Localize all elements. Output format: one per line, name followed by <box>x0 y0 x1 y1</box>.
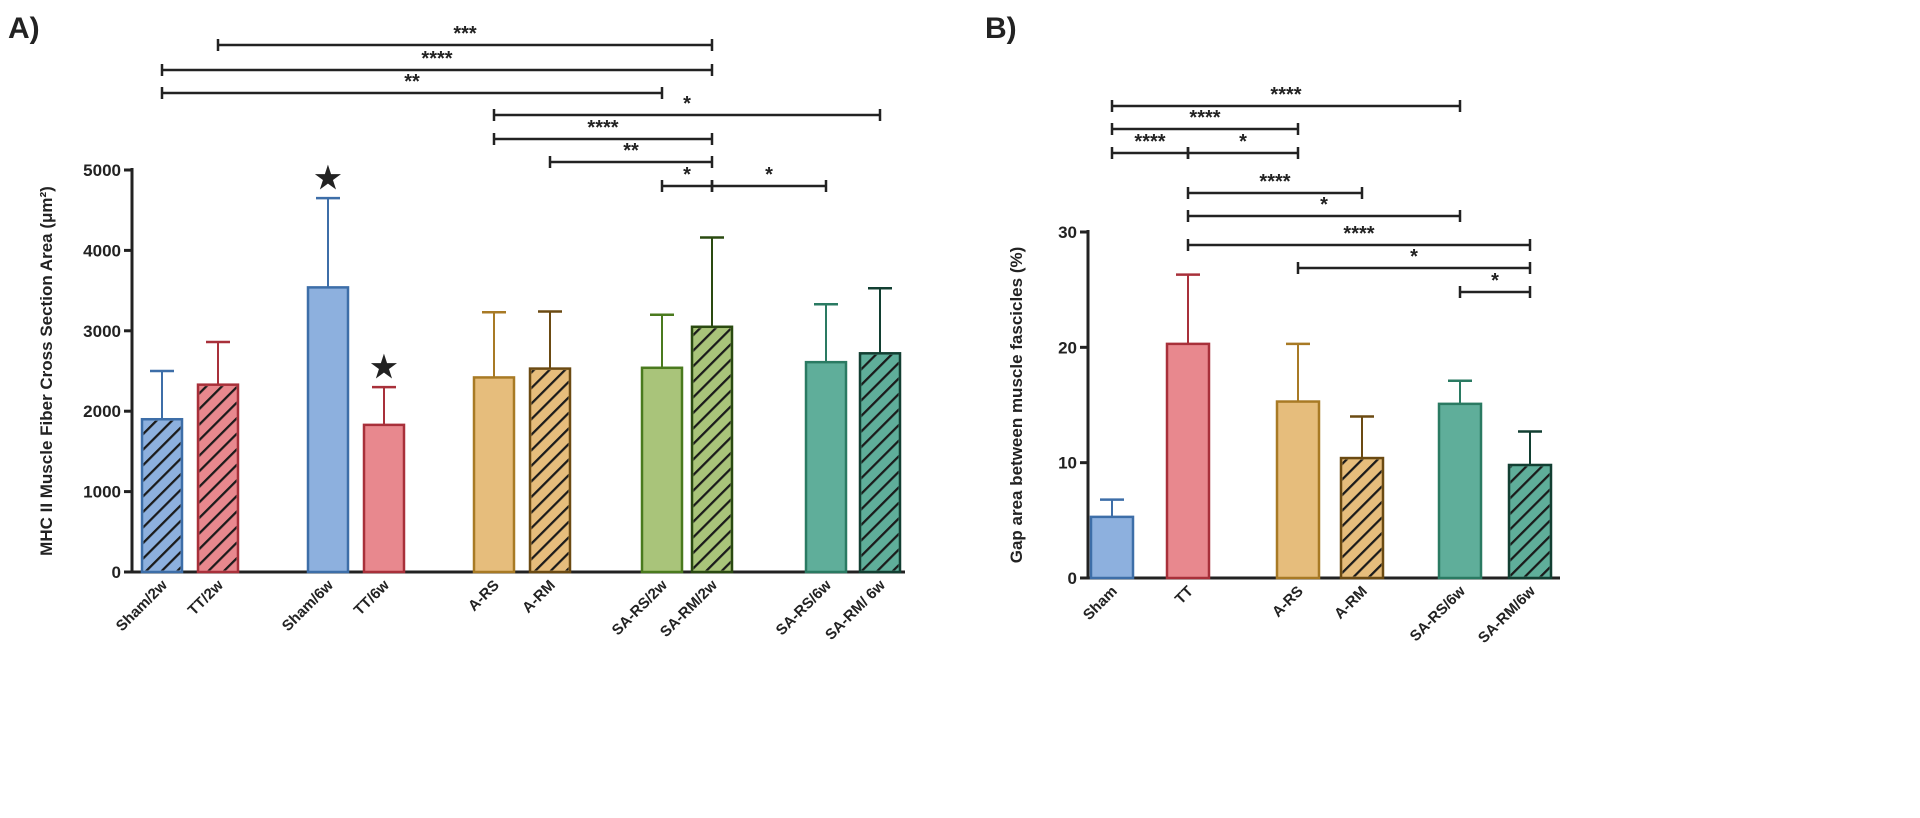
significance-label: **** <box>1270 84 1301 106</box>
bar <box>1165 342 1211 580</box>
bar <box>1089 515 1135 580</box>
panel-a-chart: 0 1000 2000 3000 4000 5000 MHC II Muscle Fiber… <box>37 23 905 644</box>
significance-label: **** <box>1259 171 1290 193</box>
x-tick-label: A-RS <box>465 577 503 615</box>
bar-hatch <box>531 370 569 571</box>
significance-label: ** <box>623 140 639 162</box>
x-tick-label: TT/6w <box>351 577 393 619</box>
bar-hatch <box>143 420 181 571</box>
x-tick-label: TT/2w <box>185 577 227 619</box>
significance-label: * <box>683 164 691 186</box>
y-axis-title: MHC II Muscle Fiber Cross Section Area (… <box>37 186 56 556</box>
significance-label: * <box>1320 194 1328 216</box>
x-tick-label: Sham/6w <box>279 577 337 635</box>
significance-label: *** <box>453 23 477 45</box>
y-tick-label: 0 <box>112 563 121 582</box>
y-axis-title: Gap area between muscle fascicles (%) <box>1007 247 1026 564</box>
y-tick-label: 10 <box>1058 454 1077 473</box>
bar <box>640 366 684 574</box>
x-tick-label: A-RM <box>519 577 559 617</box>
star-marker: ★ <box>371 351 398 384</box>
significance-label: **** <box>1343 223 1374 245</box>
y-tick-label: 0 <box>1068 569 1077 588</box>
bar <box>306 286 350 574</box>
y-tick-label: 3000 <box>83 322 121 341</box>
x-tick-label: Sham <box>1080 583 1121 624</box>
bar-hatch <box>199 386 237 571</box>
x-tick-label: SA-RM/6w <box>1475 583 1539 647</box>
panel-b-chart: 0 10 20 30 Gap area between muscle fascicles… <box>1007 84 1560 647</box>
y-tick-label: 20 <box>1058 338 1077 357</box>
bar <box>1275 400 1321 580</box>
bar <box>362 423 406 574</box>
panel-b-label: B) <box>985 12 1017 45</box>
y-tick-label: 4000 <box>83 241 121 260</box>
bar-hatch <box>1510 466 1550 577</box>
bar-hatch <box>861 354 899 571</box>
y-tick-label: 2000 <box>83 402 121 421</box>
y-tick-label: 5000 <box>83 161 121 180</box>
significance-label: * <box>683 93 691 115</box>
panel-a-label: A) <box>8 12 40 45</box>
y-tick-label: 1000 <box>83 483 121 502</box>
bar <box>804 360 848 574</box>
bar-hatch <box>1342 459 1382 577</box>
bar <box>1437 402 1483 580</box>
star-marker: ★ <box>315 162 342 195</box>
significance-label: * <box>1491 270 1499 292</box>
y-tick-label: 30 <box>1058 223 1077 242</box>
x-tick-label: SA-RS/6w <box>1407 583 1469 645</box>
significance-label: **** <box>587 117 618 139</box>
x-tick-label: A-RS <box>1269 583 1307 621</box>
bar-hatch <box>693 328 731 571</box>
significance-label: **** <box>1189 107 1220 129</box>
bar <box>472 376 516 574</box>
significance-label: * <box>765 164 773 186</box>
x-tick-label: TT <box>1172 583 1197 608</box>
significance-label: ** <box>404 71 420 93</box>
significance-label: * <box>1239 131 1247 153</box>
x-tick-label: Sham/2w <box>113 577 171 635</box>
significance-label: **** <box>1134 131 1165 153</box>
significance-label: * <box>1410 246 1418 268</box>
significance-label: **** <box>421 48 452 70</box>
x-tick-label: A-RM <box>1331 583 1371 623</box>
